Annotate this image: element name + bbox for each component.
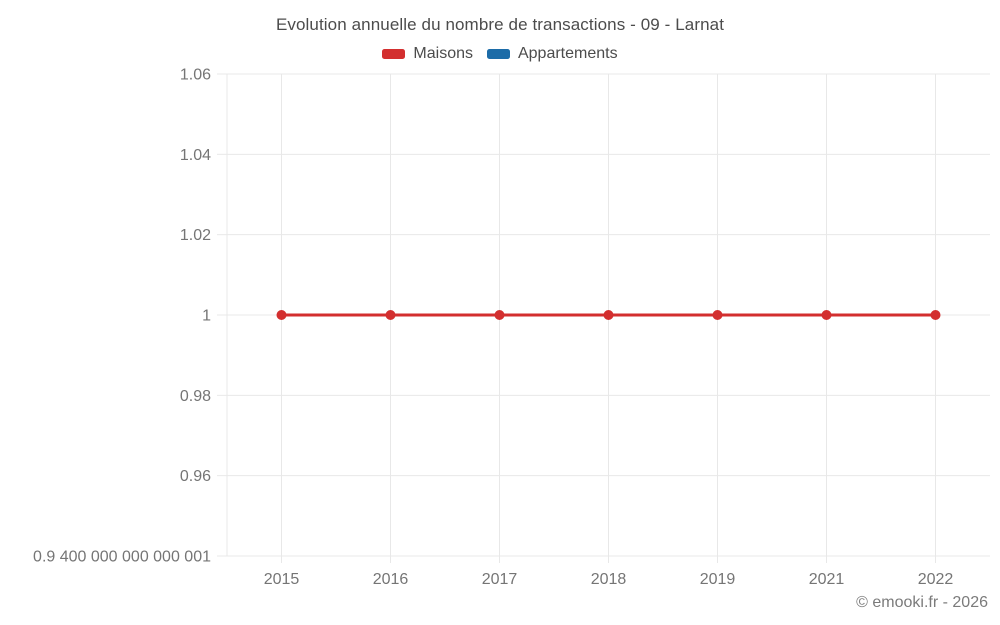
x-tick-label: 2019 [700,571,736,588]
y-tick-label: 1 [202,308,211,325]
copyright-credit: © emooki.fr - 2026 [856,594,988,611]
y-tick-label: 0.98 [180,388,211,405]
maisons-series-swatch-icon [382,49,406,59]
chart-title: Evolution annuelle du nombre de transact… [275,15,725,34]
data-point-maisons-2015[interactable] [276,310,287,320]
data-point-maisons-2021[interactable] [821,310,832,320]
data-point-maisons-2019[interactable] [712,310,723,320]
y-tick-label: 0.9 400 000 000 000 001 [33,549,211,566]
chart-legend: Maisons Appartements [0,45,1000,63]
legend-item-appartements: Appartements [486,45,618,63]
y-tick-label: 1.06 [180,67,211,84]
x-tick-label: 2018 [591,571,627,588]
legend-label-maisons: Maisons [413,45,473,62]
appartements-series-swatch-icon [486,49,510,59]
x-tick-label: 2017 [482,571,518,588]
x-tick-label: 2015 [264,571,300,588]
y-tick-label: 0.96 [180,468,211,485]
y-tick-label: 1.02 [180,227,211,244]
data-point-maisons-2018[interactable] [603,310,614,320]
data-point-maisons-2016[interactable] [385,310,396,320]
y-tick-label: 1.04 [180,147,211,164]
x-tick-label: 2021 [809,571,845,588]
legend-label-appartements: Appartements [517,45,618,62]
data-point-maisons-2022[interactable] [930,310,941,320]
x-tick-label: 2016 [373,571,409,588]
data-point-maisons-2017[interactable] [494,310,505,320]
legend-item-maisons: Maisons [382,45,473,63]
x-tick-label: 2022 [918,571,954,588]
